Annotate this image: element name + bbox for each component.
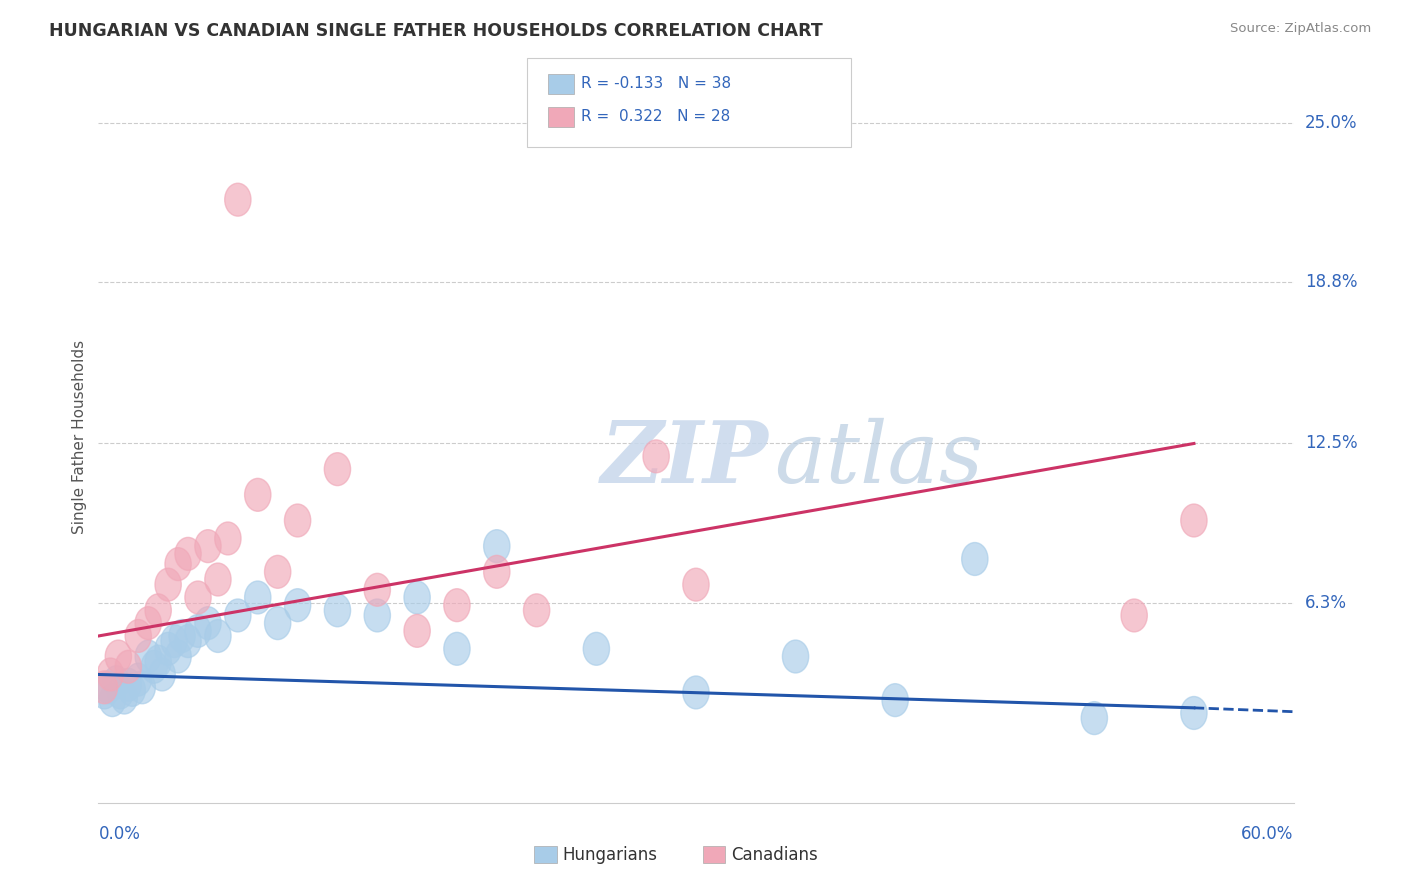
Ellipse shape	[364, 574, 391, 607]
Ellipse shape	[523, 594, 550, 627]
Ellipse shape	[1121, 599, 1147, 632]
Ellipse shape	[225, 183, 252, 216]
Ellipse shape	[174, 537, 201, 570]
Ellipse shape	[643, 440, 669, 473]
Ellipse shape	[484, 530, 510, 563]
Ellipse shape	[165, 640, 191, 673]
Text: Hungarians: Hungarians	[562, 846, 658, 863]
Ellipse shape	[284, 589, 311, 622]
Ellipse shape	[165, 548, 191, 581]
Ellipse shape	[135, 607, 162, 640]
Text: 25.0%: 25.0%	[1305, 113, 1357, 132]
Ellipse shape	[145, 645, 172, 678]
Ellipse shape	[284, 504, 311, 537]
Ellipse shape	[160, 624, 187, 657]
Ellipse shape	[583, 632, 610, 665]
Ellipse shape	[245, 581, 271, 614]
Ellipse shape	[100, 683, 125, 716]
Ellipse shape	[215, 522, 240, 555]
Ellipse shape	[404, 615, 430, 648]
Ellipse shape	[169, 620, 195, 652]
Ellipse shape	[245, 478, 271, 511]
Ellipse shape	[149, 658, 176, 691]
Ellipse shape	[125, 663, 152, 696]
Ellipse shape	[404, 581, 430, 614]
Ellipse shape	[962, 542, 988, 575]
Text: 6.3%: 6.3%	[1305, 593, 1347, 612]
Ellipse shape	[96, 671, 121, 704]
Ellipse shape	[103, 665, 129, 698]
Ellipse shape	[325, 453, 350, 485]
Ellipse shape	[141, 650, 167, 683]
Ellipse shape	[264, 607, 291, 640]
Y-axis label: Single Father Households: Single Father Households	[72, 340, 87, 534]
Text: atlas: atlas	[773, 417, 983, 500]
Text: R = -0.133   N = 38: R = -0.133 N = 38	[581, 77, 731, 91]
Ellipse shape	[120, 673, 145, 706]
Ellipse shape	[264, 556, 291, 589]
Text: R =  0.322   N = 28: R = 0.322 N = 28	[581, 110, 730, 124]
Ellipse shape	[1181, 697, 1208, 730]
Ellipse shape	[97, 658, 124, 691]
Ellipse shape	[364, 599, 391, 632]
Ellipse shape	[91, 676, 118, 709]
Ellipse shape	[105, 640, 132, 673]
Ellipse shape	[135, 640, 162, 673]
Ellipse shape	[155, 568, 181, 601]
Ellipse shape	[325, 594, 350, 627]
Ellipse shape	[683, 676, 709, 709]
Ellipse shape	[107, 676, 134, 709]
Ellipse shape	[125, 620, 152, 652]
Ellipse shape	[184, 581, 211, 614]
Text: 0.0%: 0.0%	[98, 825, 141, 843]
Ellipse shape	[205, 563, 231, 596]
Ellipse shape	[1081, 702, 1108, 735]
Ellipse shape	[145, 594, 172, 627]
Ellipse shape	[683, 568, 709, 601]
Ellipse shape	[444, 589, 470, 622]
Text: 60.0%: 60.0%	[1241, 825, 1294, 843]
Text: Canadians: Canadians	[731, 846, 818, 863]
Text: Source: ZipAtlas.com: Source: ZipAtlas.com	[1230, 22, 1371, 36]
Ellipse shape	[155, 632, 181, 665]
Ellipse shape	[1181, 504, 1208, 537]
Ellipse shape	[91, 671, 118, 704]
Ellipse shape	[225, 599, 252, 632]
Ellipse shape	[882, 683, 908, 716]
Ellipse shape	[174, 624, 201, 657]
Ellipse shape	[115, 650, 142, 683]
Text: 12.5%: 12.5%	[1305, 434, 1357, 452]
Text: HUNGARIAN VS CANADIAN SINGLE FATHER HOUSEHOLDS CORRELATION CHART: HUNGARIAN VS CANADIAN SINGLE FATHER HOUS…	[49, 22, 823, 40]
Ellipse shape	[111, 681, 138, 714]
Ellipse shape	[184, 615, 211, 648]
Ellipse shape	[444, 632, 470, 665]
Text: ZIP: ZIP	[600, 417, 768, 500]
Ellipse shape	[782, 640, 808, 673]
Ellipse shape	[195, 530, 221, 563]
Ellipse shape	[195, 607, 221, 640]
Ellipse shape	[205, 620, 231, 652]
Text: 18.8%: 18.8%	[1305, 273, 1357, 291]
Ellipse shape	[484, 556, 510, 589]
Ellipse shape	[129, 671, 156, 704]
Ellipse shape	[115, 668, 142, 701]
